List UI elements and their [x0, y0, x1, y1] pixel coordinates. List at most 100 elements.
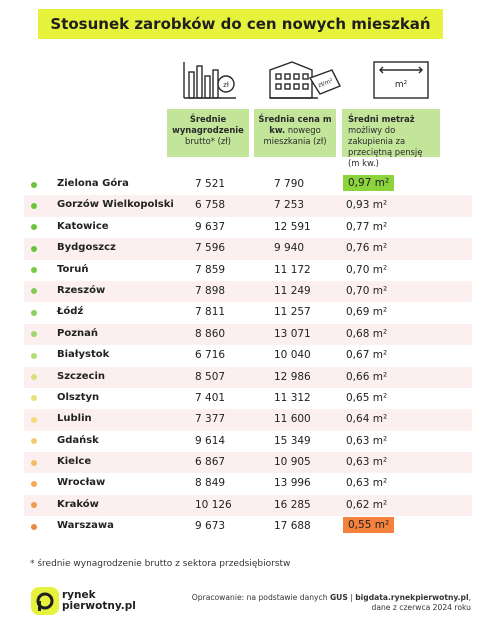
source-date: dane z czerwca 2024 roku: [371, 603, 472, 612]
city-name: Warszawa: [57, 520, 114, 532]
area-value: 0,69 m²: [346, 306, 387, 318]
area-number: 0,93: [346, 199, 370, 212]
city-name: Białystok: [57, 349, 110, 361]
rynekpierwotny-logo-icon: [31, 587, 59, 615]
area-unit: m²: [372, 349, 388, 362]
area-unit: m²: [372, 477, 388, 490]
coin-zl-text: zł: [223, 81, 229, 89]
area-number: 0,97: [348, 177, 372, 189]
area-value: 0,64 m²: [346, 413, 387, 425]
area-value: 0,65 m²: [346, 392, 387, 404]
average-wage-value: 8 507: [195, 370, 226, 383]
area-value: 0,68 m²: [346, 328, 387, 340]
average-price-value: 11 312: [274, 391, 311, 404]
average-wage-value: 7 521: [195, 178, 226, 190]
area-value: 0,55 m²: [343, 517, 395, 534]
row-dot-marker: [31, 523, 37, 530]
city-table: Zielona Góra 7 521 7 790 0,97 m² Gorzów Wiel…: [24, 174, 472, 538]
average-wage-value: 7 596: [195, 242, 226, 255]
area-value: 0,62 m²: [346, 499, 387, 511]
area-value: 0,97 m²: [343, 175, 395, 191]
header-average-wage-bold: Średnie wynagrodzenie: [172, 114, 244, 135]
average-wage-value: 9 637: [195, 220, 226, 233]
area-unit: m²: [372, 413, 388, 426]
table-row: Poznań 8 860 13 071 0,68 m²: [24, 323, 472, 346]
city-name: Olsztyn: [57, 391, 100, 403]
average-price-value: 12 986: [274, 370, 311, 383]
row-dot-marker: [31, 331, 37, 338]
average-price-value: 11 257: [274, 306, 311, 319]
logo-line2: pierwotny.pl: [62, 600, 136, 612]
area-value: 0,63 m²: [346, 477, 387, 489]
average-wage-value: 6 867: [195, 456, 226, 469]
area-number: 0,67: [346, 349, 370, 362]
average-wage-value: 7 377: [195, 413, 226, 426]
average-price-value: 15 349: [274, 434, 311, 447]
chart-title: Stosunek zarobków do cen nowych mieszkań: [38, 9, 443, 39]
source-note: Opracowanie: na podstawie danych GUS | b…: [192, 593, 471, 613]
area-number: 0,55: [348, 519, 372, 532]
average-wage-value: 9 614: [195, 434, 226, 447]
logo-line1: rynek: [62, 589, 96, 601]
floor-area-m2-text: m²: [395, 80, 408, 90]
source-prefix: Opracowanie: na podstawie danych: [191, 593, 330, 602]
area-number: 0,69: [346, 306, 370, 319]
average-price-value: 9 940: [274, 242, 305, 255]
average-wage-value: 7 898: [195, 284, 226, 297]
area-number: 0,76: [346, 242, 370, 255]
header-average-wage: Średnie wynagrodzenie brutto* (zł): [167, 109, 249, 157]
table-row: Kraków 10 126 16 285 0,62 m²: [24, 494, 472, 517]
table-row: Białystok 6 716 10 040 0,67 m²: [24, 345, 472, 366]
area-unit: m²: [372, 284, 388, 297]
row-dot-marker: [31, 438, 37, 445]
row-dot-marker: [31, 374, 37, 381]
average-price-value: 12 591: [274, 220, 311, 233]
header-average-price-bold: Średnia cena m kw.: [258, 114, 332, 135]
average-wage-value: 9 673: [195, 520, 226, 533]
average-price-value: 7 790: [274, 178, 305, 190]
row-dot-marker: [31, 416, 37, 423]
area-number: 0,77: [346, 220, 370, 233]
area-value: 0,63 m²: [346, 456, 387, 468]
table-row: Gorzów Wielkopolski 6 758 7 253 0,93 m²: [24, 195, 472, 217]
average-price-value: 11 249: [274, 284, 311, 297]
header-average-area: Średni metraż możliwy do zakupienia za p…: [342, 109, 440, 168]
average-price-value: 16 285: [274, 498, 311, 511]
average-price-value: 17 688: [274, 520, 311, 533]
area-number: 0,62: [346, 498, 370, 511]
average-price-value: 7 253: [274, 199, 305, 212]
area-unit: m²: [372, 263, 388, 276]
area-unit: m²: [372, 370, 388, 383]
row-dot-marker: [31, 480, 37, 487]
price-tag-text: zł/m²: [317, 77, 334, 89]
average-price-value: 11 172: [274, 263, 311, 276]
area-value: 0,66 m²: [346, 371, 387, 383]
header-average-price: Średnia cena m kw. nowego mieszkania (zł…: [254, 109, 336, 157]
average-wage-value: 6 716: [195, 349, 226, 362]
area-value: 0,76 m²: [346, 242, 387, 254]
average-price-value: 13 996: [274, 477, 311, 490]
source-gus: GUS: [329, 593, 348, 602]
table-row: Wrocław 8 849 13 996 0,63 m²: [24, 473, 472, 494]
row-dot-marker: [31, 181, 37, 188]
area-unit: m²: [372, 434, 388, 447]
header-average-area-rest: możliwy do zakupienia za przeciętną pens…: [348, 125, 423, 168]
area-unit: m²: [372, 242, 388, 255]
header-average-price-rest: nowego mieszkania (zł): [263, 125, 327, 146]
average-price-value: 10 040: [274, 349, 311, 362]
area-value: 0,63 m²: [346, 435, 387, 447]
average-wage-value: 7 401: [195, 391, 226, 404]
row-dot-marker: [31, 309, 37, 316]
city-name: Zielona Góra: [57, 178, 129, 189]
city-name: Katowice: [57, 220, 109, 232]
city-name: Kielce: [57, 456, 92, 468]
city-name: Gorzów Wielkopolski: [57, 199, 174, 211]
city-name: Gdańsk: [57, 434, 99, 446]
footnote: * średnie wynagrodzenie brutto z sektora…: [30, 559, 291, 569]
average-wage-value: 8 860: [195, 327, 226, 340]
table-row: Warszawa 9 673 17 688 0,55 m²: [24, 516, 472, 537]
table-row: Zielona Góra 7 521 7 790 0,97 m²: [24, 174, 472, 195]
city-name: Wrocław: [57, 477, 106, 489]
area-value: 0,70 m²: [346, 285, 387, 297]
area-number: 0,65: [346, 391, 370, 404]
